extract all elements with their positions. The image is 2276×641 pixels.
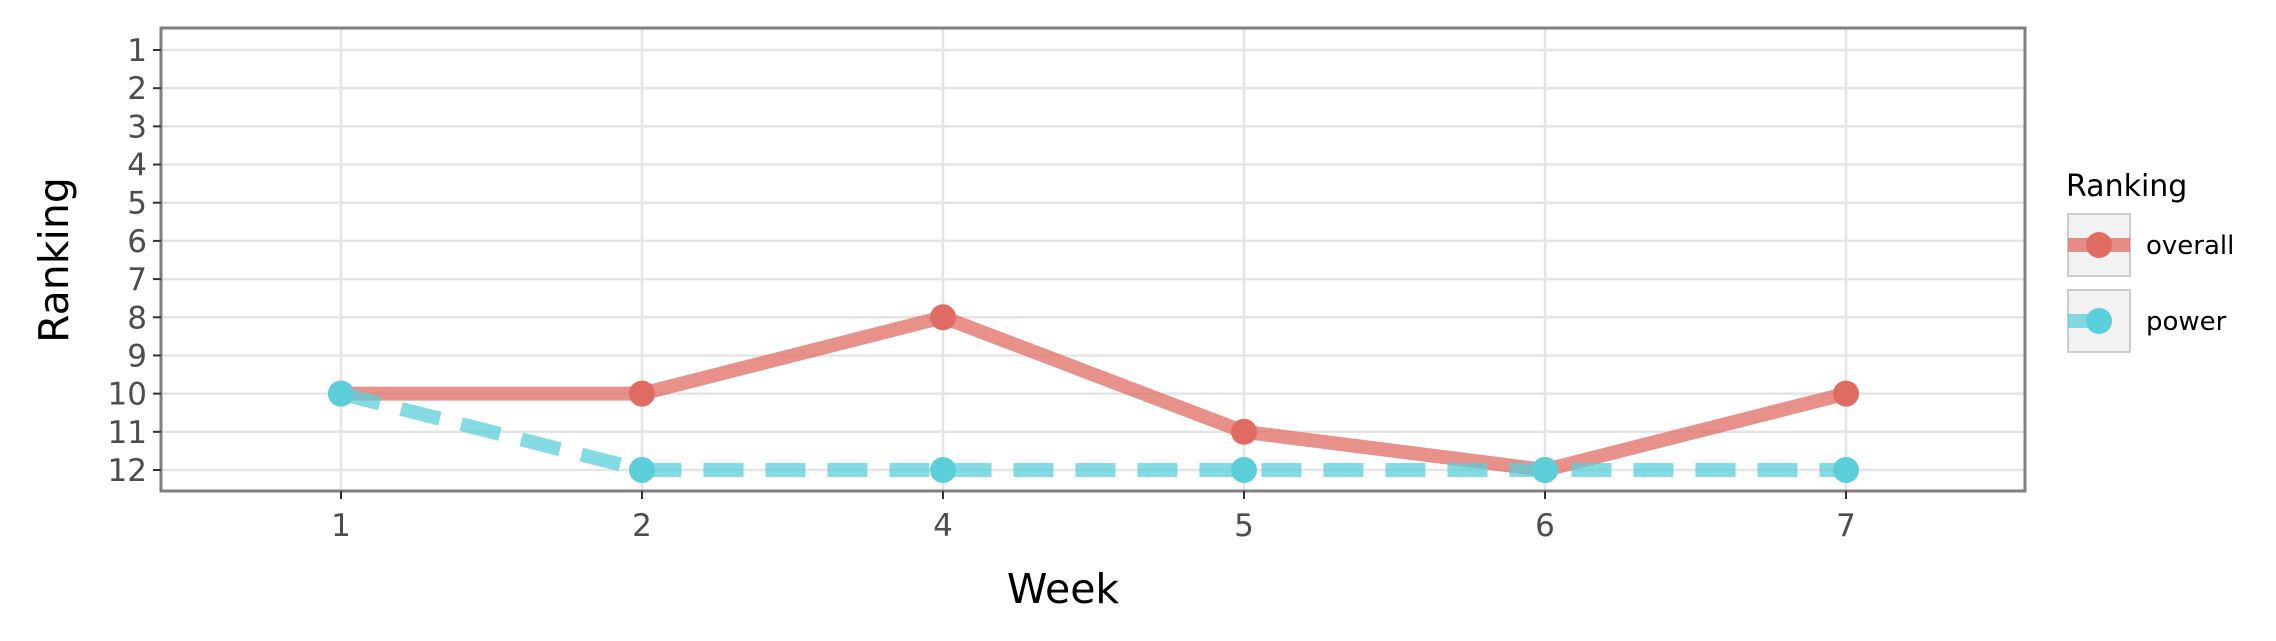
- x-tick-label: 7: [1836, 508, 1856, 544]
- y-tick-label: 5: [127, 186, 147, 222]
- x-tick-label: 5: [1234, 508, 1254, 544]
- x-tick-label: 2: [632, 508, 652, 544]
- x-tick-label: 6: [1535, 508, 1555, 544]
- legend-key-point: [2086, 308, 2112, 334]
- x-tick-label: 1: [331, 508, 351, 544]
- data-point-power: [1833, 456, 1859, 483]
- data-point-overall: [1833, 380, 1859, 407]
- legend-label-overall: overall: [2146, 231, 2234, 261]
- y-tick-label: 8: [127, 300, 147, 336]
- plot-border: [159, 26, 2027, 493]
- y-tick-label: 11: [108, 415, 147, 451]
- x-axis-title: Week: [1007, 565, 1120, 613]
- data-point-overall: [629, 380, 655, 407]
- x-tick-label: 4: [933, 508, 953, 544]
- y-tick-label: 7: [127, 262, 147, 298]
- legend-key-point: [2086, 232, 2112, 258]
- legend-label-power: power: [2146, 307, 2227, 337]
- data-point-overall: [1231, 418, 1257, 445]
- data-point-power: [930, 456, 956, 483]
- data-point-power: [1532, 456, 1558, 483]
- y-tick-label: 10: [108, 377, 147, 413]
- series-power: [328, 380, 1859, 483]
- y-axis-title: Ranking: [30, 177, 78, 343]
- data-point-power: [328, 380, 354, 407]
- series-line-power: [339, 386, 1846, 477]
- y-tick-label: 1: [127, 33, 147, 69]
- data-point-overall: [930, 304, 956, 331]
- plot-panel: [161, 28, 2025, 491]
- legend-item-power: power: [2067, 289, 2227, 353]
- y-tick-label: 4: [127, 148, 147, 184]
- y-tick-label: 2: [127, 71, 147, 107]
- legend-item-overall: overall: [2067, 213, 2234, 277]
- legend-title: Ranking: [2066, 169, 2187, 204]
- legend: Ranking overall power: [2066, 169, 2234, 353]
- y-tick-label: 9: [127, 338, 147, 374]
- y-tick-label: 12: [108, 453, 147, 489]
- y-tick-label: 3: [127, 109, 147, 145]
- series-line-overall: [341, 310, 1848, 477]
- y-tick-label: 6: [127, 224, 147, 260]
- data-point-power: [1231, 456, 1257, 483]
- data-point-power: [629, 456, 655, 483]
- series-layer: [328, 304, 1859, 483]
